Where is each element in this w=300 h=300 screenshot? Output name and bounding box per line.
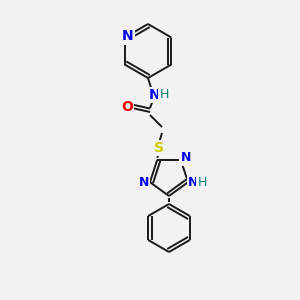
Text: N: N [188, 176, 198, 189]
Text: S: S [154, 141, 164, 155]
Text: N: N [139, 176, 149, 189]
Text: H: H [197, 176, 207, 189]
Text: O: O [121, 100, 133, 114]
Text: N: N [122, 29, 134, 44]
Text: N: N [181, 151, 191, 164]
Text: N: N [149, 88, 161, 102]
Text: H: H [159, 88, 169, 101]
